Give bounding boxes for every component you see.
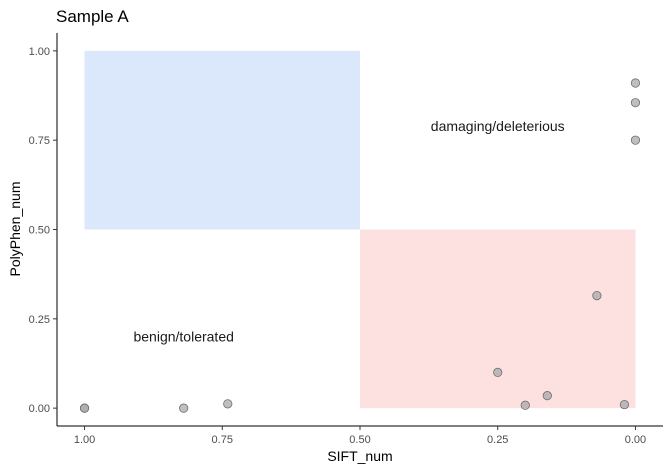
- data-point: [630, 135, 641, 145]
- y-tick-label: 0.25: [29, 314, 50, 326]
- x-axis-title: SIFT_num: [327, 448, 392, 464]
- data-point: [542, 391, 552, 401]
- data-point: [493, 367, 503, 378]
- region-benign-polyphen: [84, 50, 360, 230]
- region-annotation: damaging/deleterious: [431, 118, 565, 134]
- y-tick-label: 1.00: [29, 46, 50, 58]
- data-point: [619, 399, 630, 410]
- data-point: [592, 290, 602, 301]
- y-axis-title: PolyPhen_num: [7, 182, 23, 277]
- x-tick-label: 0.00: [625, 434, 646, 446]
- data-point: [520, 400, 530, 410]
- x-tick-label: 0.25: [487, 434, 508, 446]
- y-tick-label: 0.75: [29, 135, 50, 147]
- data-point: [179, 403, 189, 413]
- region-annotation: benign/tolerated: [133, 329, 233, 345]
- data-point: [79, 403, 90, 413]
- chart-title: Sample A: [56, 7, 129, 26]
- x-tick-label: 0.50: [349, 434, 370, 446]
- data-point: [630, 98, 641, 108]
- y-tick-label: 0.00: [29, 403, 50, 415]
- region-deleterious-sift: [360, 229, 636, 409]
- plot-area: 1.00 0.75 0.50 0.25 0.00 0.00 0.25 0.50 0.75 1.00…: [29, 33, 663, 446]
- x-tick-label: 1.00: [74, 434, 95, 446]
- y-tick-label: 0.50: [29, 225, 50, 237]
- data-point: [630, 78, 641, 88]
- x-tick-label: 0.75: [212, 434, 233, 446]
- data-point: [223, 399, 233, 409]
